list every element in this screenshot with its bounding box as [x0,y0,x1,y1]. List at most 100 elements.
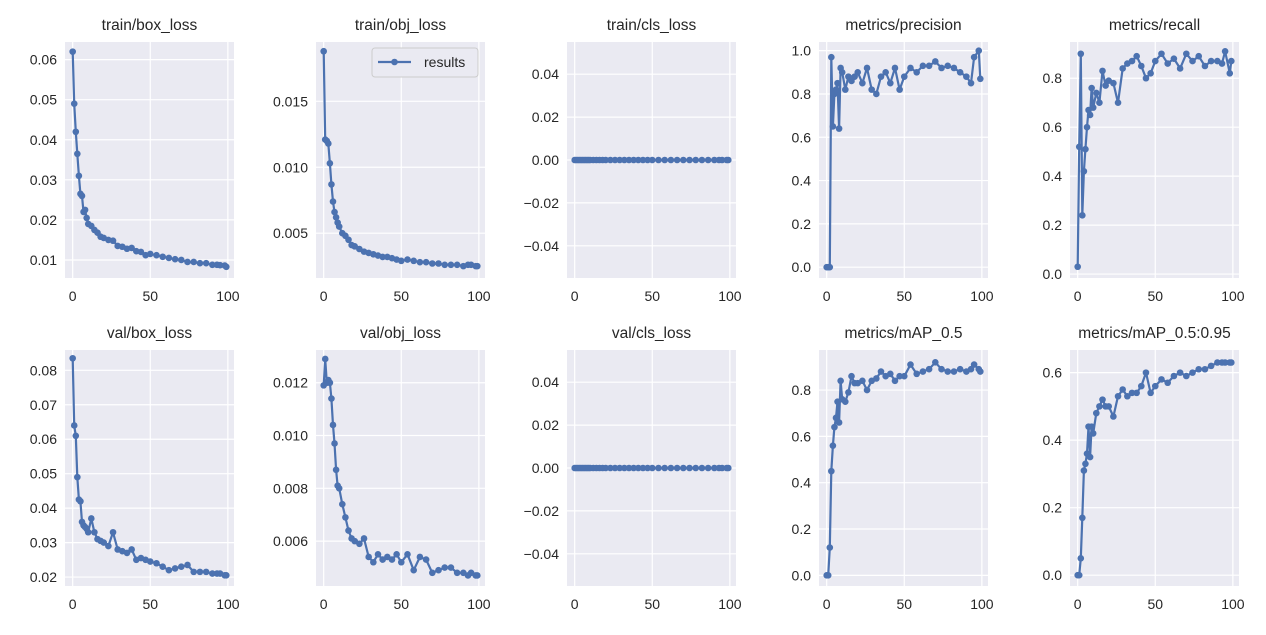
data-point [70,100,78,108]
data-point [838,69,846,76]
legend-box [371,47,479,78]
subplot-title: val/box_loss [107,325,193,342]
data-point [196,259,204,267]
data-point [91,528,98,536]
data-point [859,377,866,385]
data-point [621,464,628,472]
plot-area [316,350,485,586]
subplot-title: metrics/mAP_0.5 [844,325,962,342]
x-tick-label: 0 [320,596,328,612]
data-point [877,73,885,80]
data-point [184,561,191,569]
data-point [474,572,481,579]
data-point [1201,62,1209,70]
data-point [725,464,732,472]
plot-area [65,350,234,586]
x-tick-label: 100 [1221,596,1245,612]
data-point [1079,212,1086,219]
data-point [828,467,835,475]
data-point [1221,359,1229,366]
data-point [1164,60,1171,67]
data-point [718,156,726,164]
data-point [1189,369,1196,376]
x-tick-label: 100 [718,288,742,304]
data-point [223,572,230,579]
x-tick-label: 0 [571,596,579,612]
data-point [621,156,628,164]
y-tick-label: 0.05 [30,92,57,108]
data-point [963,73,970,80]
x-tick-label: 50 [1147,596,1163,612]
data-point [630,464,637,472]
data-point [1102,82,1109,89]
y-tick-label: 0.006 [273,533,308,549]
x-tick-label: 100 [216,596,240,612]
data-point [704,156,712,164]
data-point [88,515,95,522]
data-point [848,372,855,380]
data-point [824,572,832,579]
data-point [834,79,841,87]
data-point [146,250,154,258]
y-tick-label: 0.6 [1043,365,1063,381]
data-point [393,551,400,558]
data-point [1195,52,1203,60]
data-point [1088,423,1095,430]
data-point [896,372,903,380]
data-point [202,568,210,576]
y-tick-label: −0.02 [524,503,560,519]
data-point [1114,392,1122,400]
data-point [1077,555,1085,562]
data-point [453,569,461,577]
data-point [339,500,346,508]
data-point [1147,389,1154,397]
data-point [190,258,198,266]
y-tick-label: 0.6 [1043,119,1063,135]
data-point [78,192,86,200]
data-point [868,86,875,93]
data-point [435,566,442,574]
data-point [863,386,871,394]
data-point [639,464,647,472]
y-tick-label: 0.02 [30,569,57,585]
data-point [829,442,837,449]
data-point [1082,145,1089,153]
data-point [967,365,975,373]
data-point [718,464,726,472]
data-point [832,86,840,93]
data-point [360,535,368,542]
y-tick-label: 0.04 [532,374,559,390]
data-point [441,564,449,571]
subplot-train-obj-loss: train/obj_loss 0 50 100 0.005 0.010 0.015 resul… [273,17,491,304]
data-point [977,368,984,375]
data-point [447,564,455,571]
subplot-train-box-loss: train/box_loss 0 50 100 0.01 0.02 0.03 0.04 0.05… [30,17,240,304]
data-point [900,372,908,380]
data-point [345,527,352,534]
y-tick-label: 0.04 [30,132,57,148]
y-tick-label: 0.0 [792,259,812,275]
data-point [837,377,844,385]
y-tick-label: 0.6 [792,428,812,444]
data-point [171,565,179,572]
x-tick-label: 100 [216,288,240,304]
subplot-val-obj-loss: val/obj_loss 0 50 100 0.006 0.008 0.010 0.012 [273,325,491,612]
data-point [956,69,964,76]
data-point [938,64,945,72]
data-point [1142,74,1150,82]
x-tick-label: 100 [970,288,994,304]
x-tick-label: 0 [823,596,831,612]
data-point [1083,123,1091,131]
data-point [326,159,334,167]
data-point [938,365,945,373]
legend: results [371,47,479,78]
y-tick-label: 0.6 [792,129,812,145]
legend-marker [391,58,398,66]
data-point [100,539,108,546]
data-point [202,259,210,267]
data-point [178,563,185,571]
x-tick-label: 50 [896,288,912,304]
x-tick-label: 0 [69,596,77,612]
data-point [429,260,436,267]
